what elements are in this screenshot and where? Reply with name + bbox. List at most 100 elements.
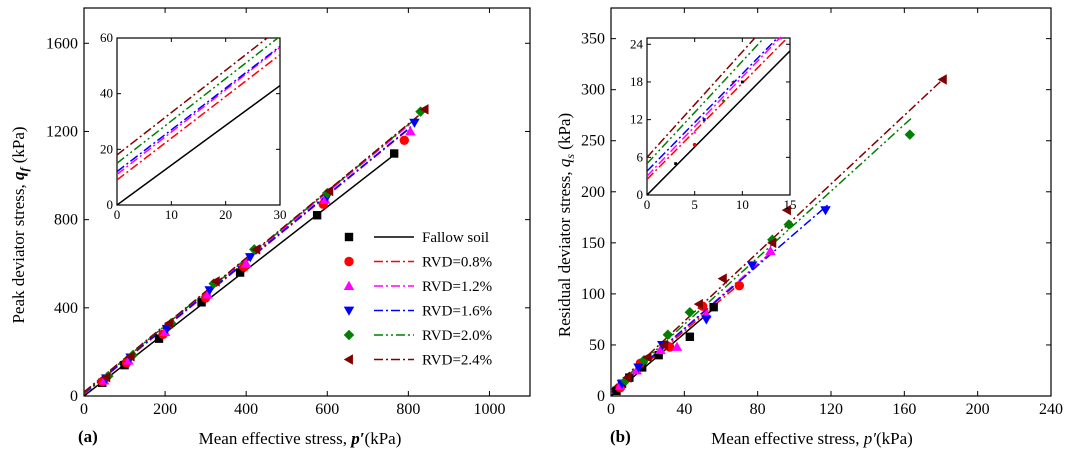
chart-b-point [622,372,632,383]
chart-b-point [781,204,791,216]
chart-b-fit-line-1 [611,282,742,395]
chart-a-y-tick-label: 1200 [46,123,78,140]
chart-a-point [312,211,322,220]
chart-a-point [324,185,334,197]
chart-b-point [684,307,696,318]
chart-b-inset-y-tick-label: 18 [630,74,643,89]
chart-b-point [820,206,831,216]
chart-a-point [210,276,220,287]
chart-a-inset-y-tick-label: 40 [100,86,113,101]
chart-a-y-tick-label: 1600 [46,35,78,52]
chart-b-y-tick-label: 350 [581,31,605,48]
chart-a-point [244,253,256,263]
chart-b-inset-point [740,80,744,84]
chart-b-x-tick-label: 200 [966,401,990,418]
chart-a-inset-lines [117,38,280,205]
chart-a-point [419,104,429,115]
chart-b-inset-point [778,36,783,40]
chart-b-inset-fit-line-2 [647,38,781,177]
chart-a-legend: Fallow soil RVD=0.8% RVD=1.2% RVD=1.6% RVD=2… [343,230,492,369]
chart-b-point [765,245,776,255]
b-y-axis-label: Residual deviator stress, qs (kPa) [555,113,577,337]
chart-b-inset-point [731,80,735,84]
chart-b-x-tick-label: 120 [819,401,843,418]
chart-a-y-tick-label: 400 [54,300,78,317]
chart-a-inset-y-tick-label: 0 [107,197,114,212]
panel-label-a: (a) [78,427,98,446]
chart-a-inset-x-tick-label: 20 [219,207,232,222]
chart-b-series-4 [620,129,916,386]
chart-b-inset-plot-frame [646,37,791,196]
chart-b-point [655,344,666,354]
chart-b-inset-fit-line-4 [647,38,765,165]
chart-b-inset-x-tick-label: 0 [644,197,651,212]
chart-a-x-tick-label: 1000 [473,401,505,418]
chart-b-y-tick-label: 250 [581,133,605,150]
chart-b-x-tick-label: 40 [676,401,692,418]
chart-b-inset-lines [647,38,790,195]
chart-b-point [654,350,663,360]
legend-label-5: RVD=2.4% [422,353,492,369]
chart-a-point [251,244,261,255]
chart-b-inset-y-tick-label: 0 [637,187,644,202]
chart-b-inset-x-tick-label: 15 [784,197,797,212]
chart-a-x-tick-label: 600 [315,401,339,418]
chart-b-y-tick-label: 100 [581,286,605,303]
panel-label-b: (b) [610,427,631,446]
chart-b-point [783,219,795,230]
chart-b-point [701,315,712,325]
chart-b-y-tick-label: 0 [597,388,605,405]
chart-b-point [767,237,777,249]
b-x-axis-label: Mean effective stress, p′(kPa) [711,429,913,448]
chart-b-point [693,298,703,310]
chart-b-series-5 [622,74,947,383]
chart-b-point [662,329,674,340]
chart-a-point [125,351,135,362]
chart-a-point [240,258,252,268]
chart-a-x-tick-label: 200 [153,401,177,418]
chart-b-inset-y-tick-label: 24 [630,36,644,51]
chart-a-point [409,118,420,128]
chart-a-point [154,334,164,343]
chart-b-point [633,363,644,373]
chart-a-inset-fit-line-0 [117,84,280,205]
chart-a-point [319,194,331,204]
chart-b-y-tick-label: 200 [581,184,605,201]
chart-a-inset-y-tick-label: 60 [100,30,113,45]
legend-label-1: RVD=0.8% [422,255,492,271]
chart-b-point [734,281,745,291]
chart-a-point [405,126,416,136]
chart-a-inset-plot-frame [116,37,281,206]
chart-a-inset-fit-line-4 [117,38,280,164]
chart-b-inset-point [674,162,677,165]
a-x-axis-label: Mean effective stress, p′(kPa) [199,429,402,448]
chart-a-point [159,326,171,337]
legend-label-3: RVD=1.6% [422,304,492,320]
chart-b-inset-points [674,36,783,165]
chart-b-point [904,129,916,140]
chart-a-inset-fit-line-2 [117,46,280,175]
chart-a-inset-x-tick-label: 0 [114,207,121,222]
chart-b-inset-point [721,99,726,103]
legend-marker-0 [344,232,354,242]
chart-a-point [399,135,410,145]
legend-marker-2 [343,280,355,290]
chart-a-inset: 0 10 20 30 0 20 40 60 [100,30,287,222]
chart-b-inset-y-tick-label: 6 [637,149,644,164]
chart-a-y-tick-label: 0 [70,388,78,405]
chart-b-inset-point [692,142,697,147]
chart-b-x-tick-label: 80 [750,401,766,418]
chart-b-y-tick-label: 50 [589,337,605,354]
chart-a-inset-x-tick-label: 30 [274,207,287,222]
chart-b-y-tick-label: 150 [581,235,605,252]
legend-marker-4 [343,329,355,341]
chart-b-inset-y-tick-label: 12 [630,112,643,127]
chart-b-inset-x-tick-label: 10 [736,197,749,212]
chart-b-point [671,341,683,351]
chart-a-point [161,324,173,335]
chart-b-y-tick-label: 300 [581,82,605,99]
legend-label-0: Fallow soil [422,230,489,246]
chart-b-inset-fit-line-0 [647,50,790,195]
chart-b-point [612,386,621,396]
